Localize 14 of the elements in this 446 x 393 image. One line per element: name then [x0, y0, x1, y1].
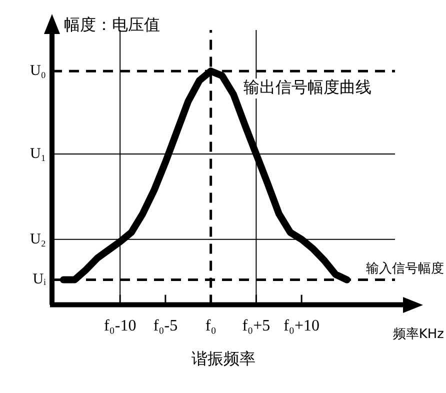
x-tick-label: f₀+5: [242, 318, 270, 335]
ref-line-label: U₂: [30, 231, 46, 248]
x-tick-label: f₀+10: [284, 318, 320, 335]
x-axis-title: 谐振频率: [192, 348, 256, 368]
ref-line-label: U₁: [30, 146, 46, 162]
annotation: 输入信号幅度: [366, 260, 444, 277]
text: 频率KHz: [392, 326, 444, 342]
x-tick-label: f₀-5: [153, 318, 178, 335]
y-axis-title: 幅度：电压值: [64, 15, 160, 34]
series-label: 输出信号幅度曲线: [244, 78, 372, 97]
ref-line-label: U₀: [30, 63, 46, 80]
x-tick-label: f₀: [205, 318, 216, 335]
x-tick-label: f₀-10: [104, 318, 136, 335]
ref-line-label: Uᵢ: [32, 272, 47, 288]
